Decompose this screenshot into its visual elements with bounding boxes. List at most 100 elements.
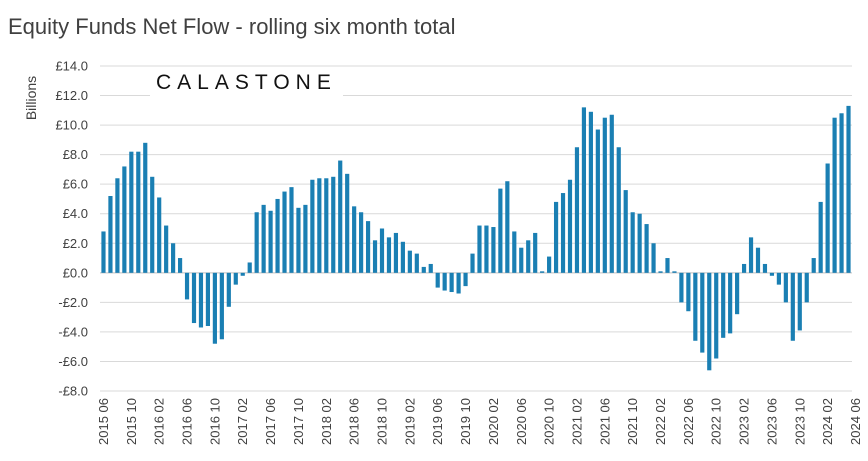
bar <box>748 237 754 273</box>
x-tick-label: 2021 06 <box>597 398 612 445</box>
bar <box>365 221 371 273</box>
chart-title: Equity Funds Net Flow - rolling six mont… <box>8 14 456 39</box>
bar <box>755 247 761 273</box>
bar <box>129 151 134 273</box>
y-tick-label: £6.0 <box>63 177 88 192</box>
bar <box>247 262 252 273</box>
x-tick-label: 2021 10 <box>625 398 640 445</box>
bar <box>414 253 419 273</box>
bar <box>282 191 287 273</box>
bar <box>484 225 489 273</box>
bar <box>790 272 795 341</box>
y-tick-label: -£8.0 <box>58 384 88 399</box>
bar <box>428 263 433 273</box>
x-tick-label: 2020 10 <box>542 398 557 445</box>
bar <box>317 178 322 273</box>
x-tick-label: 2018 02 <box>319 398 334 445</box>
x-tick-label: 2024 06 <box>848 398 863 445</box>
bar <box>825 163 830 273</box>
x-tick-label: 2024 02 <box>820 398 835 445</box>
bar <box>184 272 190 300</box>
bar <box>435 272 440 288</box>
bar <box>700 272 705 353</box>
y-tick-label: £10.0 <box>55 118 88 133</box>
x-tick-label: 2019 02 <box>402 398 417 445</box>
bar <box>588 111 593 273</box>
bar <box>386 237 392 273</box>
x-tick-label: 2015 06 <box>96 398 111 445</box>
bar <box>421 266 426 273</box>
bar <box>352 206 357 273</box>
x-tick-label: 2019 06 <box>430 398 445 445</box>
x-tick-label: 2020 02 <box>486 398 501 445</box>
bar <box>233 272 238 285</box>
bar <box>630 212 635 273</box>
bar <box>581 107 587 273</box>
bar <box>769 272 775 276</box>
bar <box>533 232 538 273</box>
bar <box>804 272 809 303</box>
bar <box>400 241 405 273</box>
x-tick-label: 2022 10 <box>709 398 724 445</box>
bar <box>553 201 559 273</box>
bar <box>219 272 224 340</box>
bar <box>254 212 259 273</box>
bar <box>338 160 343 273</box>
bar <box>762 263 768 273</box>
bar <box>407 250 412 273</box>
bar <box>393 232 399 273</box>
bar <box>560 193 566 273</box>
bar <box>122 166 127 273</box>
bar <box>177 258 183 273</box>
bar <box>707 272 712 371</box>
bar <box>672 271 677 273</box>
bar <box>372 240 378 273</box>
bar <box>463 272 468 287</box>
x-tick-label: 2023 10 <box>792 398 807 445</box>
bar <box>470 253 475 273</box>
bar <box>379 228 385 273</box>
bar <box>345 173 350 273</box>
bar <box>115 178 120 273</box>
bar <box>526 240 531 273</box>
y-tick-label: £8.0 <box>63 147 88 162</box>
y-tick-label: -£4.0 <box>58 324 88 339</box>
bar <box>741 263 747 273</box>
bar <box>136 151 141 273</box>
x-tick-label: 2018 06 <box>347 398 362 445</box>
bar <box>275 198 280 273</box>
y-tick-label: -£2.0 <box>58 295 88 310</box>
bar <box>686 272 691 312</box>
bar <box>477 225 482 273</box>
bar <box>198 272 204 328</box>
x-tick-label: 2023 02 <box>737 398 752 445</box>
bar <box>776 272 781 285</box>
bar <box>442 272 447 291</box>
bar <box>721 272 726 338</box>
bar <box>735 272 740 315</box>
bar <box>602 117 607 273</box>
bars <box>101 105 851 371</box>
bar <box>108 196 113 273</box>
bar <box>498 188 503 273</box>
bar <box>679 272 684 303</box>
bar <box>540 271 545 273</box>
bar <box>191 272 197 324</box>
x-tick-label: 2020 06 <box>514 398 529 445</box>
y-tick-label: £2.0 <box>63 236 88 251</box>
bar <box>296 207 301 273</box>
x-tick-label: 2019 10 <box>458 398 473 445</box>
bar <box>491 227 496 273</box>
bar <box>164 225 169 273</box>
bar <box>359 212 364 273</box>
bar <box>846 105 851 273</box>
x-tick-label: 2016 10 <box>207 398 222 445</box>
bar <box>101 231 106 273</box>
bar <box>456 272 461 294</box>
bar <box>240 272 245 276</box>
y-axis-label: Billions <box>23 76 39 120</box>
bar <box>547 256 552 273</box>
bar <box>797 272 802 331</box>
bar <box>693 272 698 341</box>
